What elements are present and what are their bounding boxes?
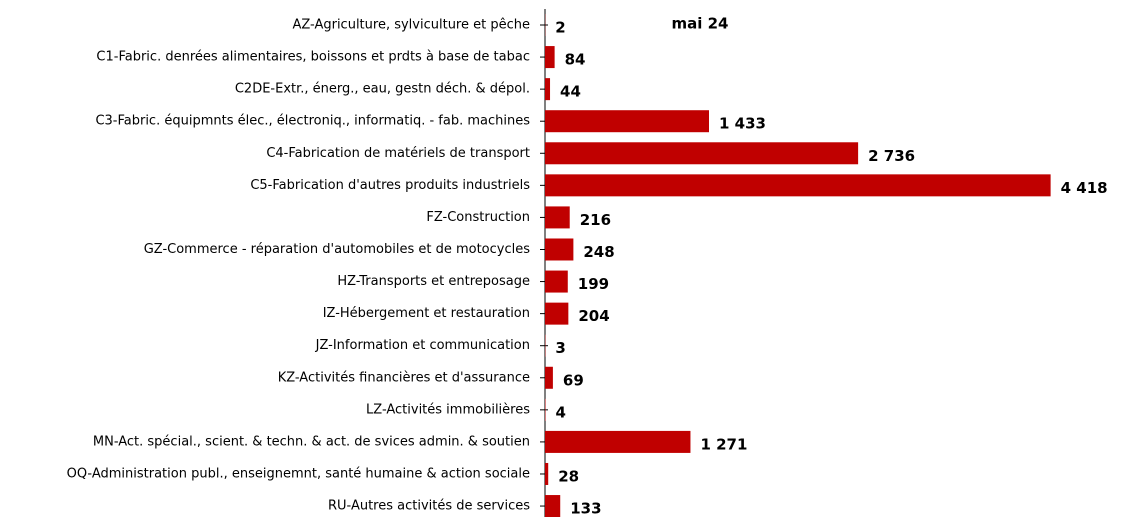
category-label: HZ-Transports et entreposage: [337, 274, 530, 289]
bar: [545, 78, 551, 101]
bar: [545, 462, 549, 485]
category-label: OQ-Administration publ., enseignemnt, sa…: [67, 466, 530, 481]
category-label: MN-Act. spécial., scient. & techn. & act…: [93, 434, 530, 449]
data-label: 248: [583, 243, 614, 261]
category-label: JZ-Information et communication: [315, 338, 530, 353]
bar: [545, 142, 859, 165]
data-label: 2 736: [868, 147, 915, 165]
data-label: 2: [555, 19, 565, 37]
data-label: 44: [560, 83, 581, 101]
bar: [545, 270, 568, 293]
bar: [545, 366, 553, 389]
category-label: LZ-Activités immobilières: [366, 402, 530, 417]
category-label: IZ-Hébergement et restauration: [323, 306, 530, 321]
category-label: C2DE-Extr., énerg., eau, gestn déch. & d…: [235, 82, 530, 97]
data-label: 69: [563, 371, 584, 389]
bar: [545, 46, 555, 69]
legend-label: mai 24: [672, 15, 729, 33]
data-label: 1 271: [700, 435, 747, 453]
data-label: 216: [580, 211, 611, 229]
category-label: KZ-Activités financières et d'assurance: [278, 370, 530, 385]
data-label: 28: [558, 467, 579, 485]
category-label: C5-Fabrication d'autres produits industr…: [250, 178, 530, 193]
bar: [545, 430, 691, 453]
bar: [545, 110, 709, 133]
bar: [545, 174, 1051, 197]
category-label: C4-Fabrication de matériels de transport: [266, 146, 530, 161]
data-label: 3: [555, 339, 565, 357]
bar: [545, 206, 570, 229]
category-label: C1-Fabric. denrées alimentaires, boisson…: [96, 50, 530, 65]
bar: [545, 302, 569, 325]
bar: [545, 495, 561, 517]
category-label: AZ-Agriculture, sylviculture et pêche: [292, 18, 530, 33]
category-label: FZ-Construction: [426, 210, 530, 225]
category-label: RU-Autres activités de services: [328, 499, 530, 514]
category-label: GZ-Commerce - réparation d'automobiles e…: [144, 242, 531, 257]
data-label: 204: [578, 307, 609, 325]
data-label: 133: [570, 500, 601, 517]
data-label: 1 433: [719, 115, 766, 133]
data-label: 84: [565, 51, 586, 69]
data-label: 4 418: [1061, 179, 1108, 197]
bar: [545, 238, 574, 261]
category-label: C3-Fabric. équipmnts élec., électroniq.,…: [95, 114, 530, 129]
data-label: 4: [555, 403, 565, 421]
data-label: 199: [578, 275, 609, 293]
